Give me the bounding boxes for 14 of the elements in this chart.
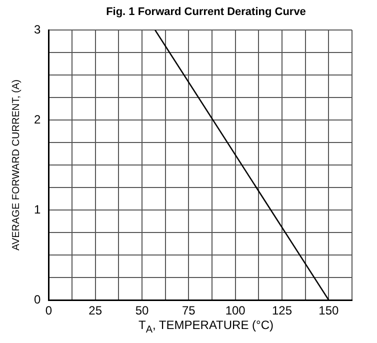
x-tick-label: 25 [88,304,102,318]
y-tick-label: 0 [34,292,41,306]
x-tick-label: 50 [135,304,149,318]
chart-title: Fig. 1 Forward Current Derating Curve [105,6,307,18]
x-axis-title: T$_{A}$, TEMPERATURE (°C) [137,318,275,336]
x-tick-label: 125 [272,304,292,318]
y-tick-label: 1 [34,202,41,216]
x-tick-label: 150 [318,304,339,318]
x-tick-label: 75 [182,304,196,318]
y-tick-label: 2 [34,112,41,126]
y-axis-title: AVERAGE FORWARD CURRENT, (A) [10,80,22,250]
y-tick-label: 3 [34,22,41,36]
x-tick-label: 100 [225,304,246,318]
x-tick-label: 0 [45,304,52,318]
